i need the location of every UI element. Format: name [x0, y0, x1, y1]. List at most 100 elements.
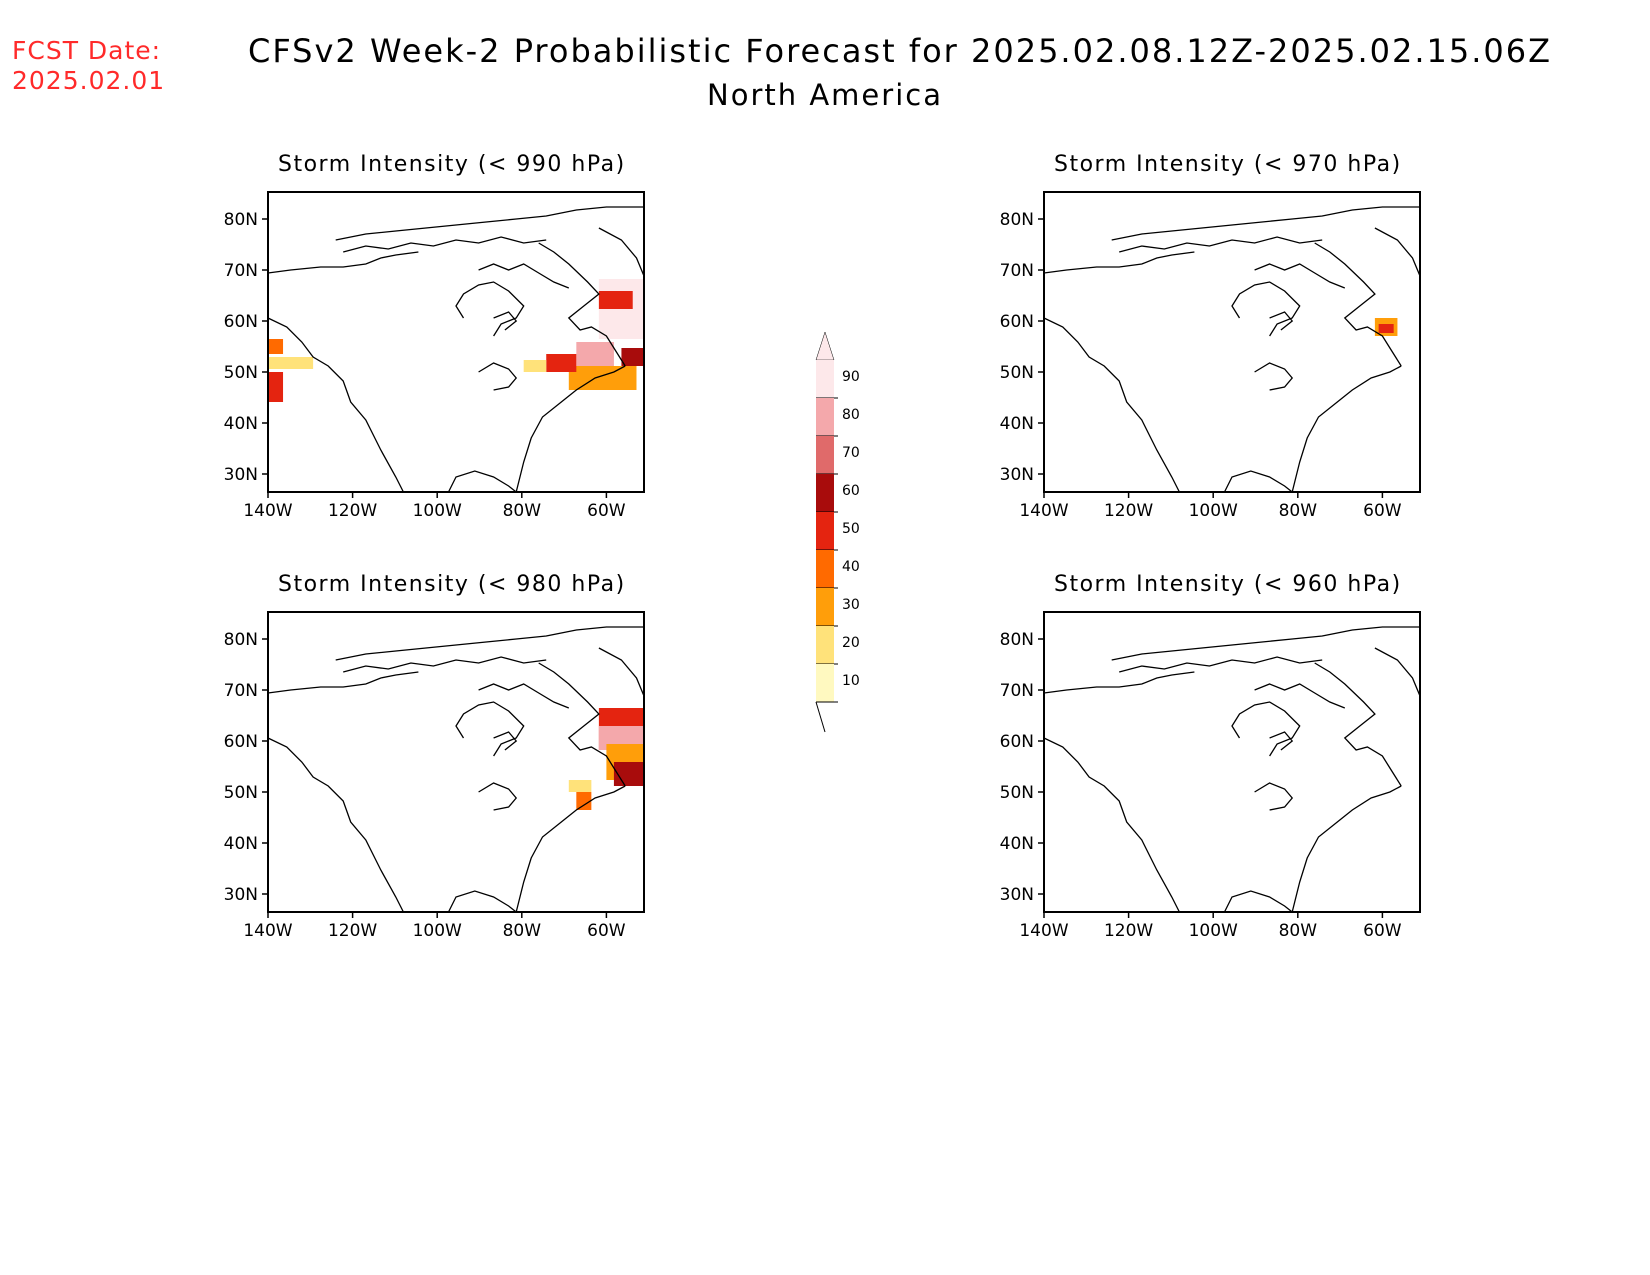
- lon-tick-label: 80W: [503, 921, 542, 941]
- lon-tick-label: 120W: [1104, 501, 1153, 521]
- lat-tick-label: 70N: [1000, 681, 1034, 701]
- lat-tick-label: 40N: [224, 414, 258, 434]
- coastline: [538, 662, 626, 787]
- probability-region: [621, 348, 644, 366]
- lat-tick-label: 60N: [1000, 732, 1034, 752]
- lon-tick-label: 120W: [1104, 921, 1153, 941]
- colorbar-label: 20: [842, 635, 860, 651]
- lon-tick-label: 60W: [1363, 921, 1402, 941]
- lat-tick-label: 50N: [1000, 783, 1034, 803]
- probability-region: [568, 780, 592, 792]
- lon-tick-label: 80W: [1279, 921, 1318, 941]
- coastline: [343, 236, 547, 253]
- coastline: [515, 785, 626, 913]
- lat-tick-label: 70N: [1000, 261, 1034, 281]
- coastline: [1111, 626, 1420, 661]
- colorbar-cap-bottom: [815, 701, 826, 733]
- lat-tick-label: 40N: [1000, 414, 1034, 434]
- lon-tick-label: 140W: [243, 501, 292, 521]
- coastline: [447, 470, 517, 493]
- map-frame: [1043, 191, 1421, 493]
- lat-tick-label: 80N: [1000, 630, 1034, 650]
- colorbar-label: 90: [842, 369, 860, 385]
- coastline: [1043, 251, 1195, 274]
- coastline: [1231, 701, 1301, 757]
- lat-tick-label: 70N: [224, 261, 258, 281]
- panel-title-960: Storm Intensity (< 960 hPa): [1054, 572, 1402, 597]
- map-frame: [267, 191, 645, 493]
- probability-region: [1378, 324, 1394, 333]
- colorbar-segment: [816, 398, 834, 436]
- lat-tick-label: 30N: [1000, 465, 1034, 485]
- coastline: [1269, 311, 1294, 331]
- lat-tick-label: 30N: [224, 885, 258, 905]
- map-panel-960: 140W 120W 100W 80W 60W 80N 70N 60N 50N 40N 30N: [1000, 611, 1421, 941]
- coastline: [1269, 731, 1294, 751]
- probability-region: [268, 372, 284, 402]
- lat-tick-label: 80N: [224, 210, 258, 230]
- coastline: [1119, 236, 1323, 253]
- page-title: CFSv2 Week-2 Probabilistic Forecast for …: [0, 32, 1650, 112]
- coastline: [1223, 890, 1293, 913]
- forecast-date-block: FCST Date: 2025.02.01: [12, 36, 165, 96]
- colorbar-label: 40: [842, 559, 860, 575]
- colorbar-label: 60: [842, 483, 860, 499]
- coastline: [335, 626, 644, 661]
- lon-tick-label: 140W: [1019, 921, 1068, 941]
- coastline: [1254, 782, 1294, 811]
- lon-tick-label: 140W: [243, 921, 292, 941]
- lat-tick-label: 50N: [224, 363, 258, 383]
- lat-tick-label: 70N: [224, 681, 258, 701]
- probability-region: [546, 354, 577, 372]
- coastline: [1291, 365, 1402, 493]
- colorbar-cap-top: [815, 331, 835, 361]
- coastline: [598, 647, 645, 697]
- coastline: [1223, 470, 1293, 493]
- coastline: [493, 311, 518, 331]
- probability-region: [568, 366, 637, 390]
- lat-tick-label: 30N: [1000, 885, 1034, 905]
- lon-tick-label: 60W: [1363, 501, 1402, 521]
- coastline: [267, 251, 419, 274]
- colorbar-label: 70: [842, 445, 860, 461]
- colorbar-segment: [816, 664, 834, 702]
- lat-tick-label: 50N: [1000, 363, 1034, 383]
- probability-region: [268, 357, 314, 369]
- probability-region: [598, 291, 633, 309]
- lat-tick-label: 60N: [224, 312, 258, 332]
- lon-tick-label: 100W: [413, 921, 462, 941]
- lon-tick-label: 60W: [587, 501, 626, 521]
- coastline: [598, 227, 645, 277]
- map-panel-990: 140W 120W 100W 80W 60W 80N 70N 60N 50N 40N 30N: [224, 191, 645, 521]
- coastline: [478, 362, 518, 391]
- coastline: [1374, 647, 1421, 697]
- panel-title-970: Storm Intensity (< 970 hPa): [1054, 152, 1402, 177]
- map-panel-970: 140W 120W 100W 80W 60W 80N 70N 60N 50N 40N 30N: [1000, 191, 1421, 521]
- coastline: [1231, 281, 1301, 337]
- colorbar-label: 10: [842, 673, 860, 689]
- coastline: [515, 365, 626, 493]
- lat-tick-label: 30N: [224, 465, 258, 485]
- coastline: [1043, 317, 1180, 493]
- lon-tick-label: 100W: [1189, 921, 1238, 941]
- probability-colorbar: 90 80 70 60 50 40 30 20 10: [815, 331, 860, 733]
- lat-tick-label: 80N: [224, 630, 258, 650]
- lon-tick-label: 140W: [1019, 501, 1068, 521]
- coastline: [1314, 662, 1402, 787]
- colorbar-segment: [816, 626, 834, 664]
- coastline: [455, 701, 525, 757]
- forecast-date-label: FCST Date:: [12, 36, 162, 65]
- colorbar-segment: [816, 436, 834, 474]
- coastline: [1043, 671, 1195, 694]
- forecast-date-value: 2025.02.01: [12, 66, 166, 95]
- coastline: [447, 890, 517, 913]
- lat-tick-label: 40N: [224, 834, 258, 854]
- lon-tick-label: 100W: [413, 501, 462, 521]
- lon-tick-label: 100W: [1189, 501, 1238, 521]
- probability-region: [523, 360, 547, 372]
- coastline: [478, 782, 518, 811]
- coastline: [343, 656, 547, 673]
- coastline: [538, 242, 626, 367]
- coastline: [267, 737, 404, 913]
- lat-tick-label: 40N: [1000, 834, 1034, 854]
